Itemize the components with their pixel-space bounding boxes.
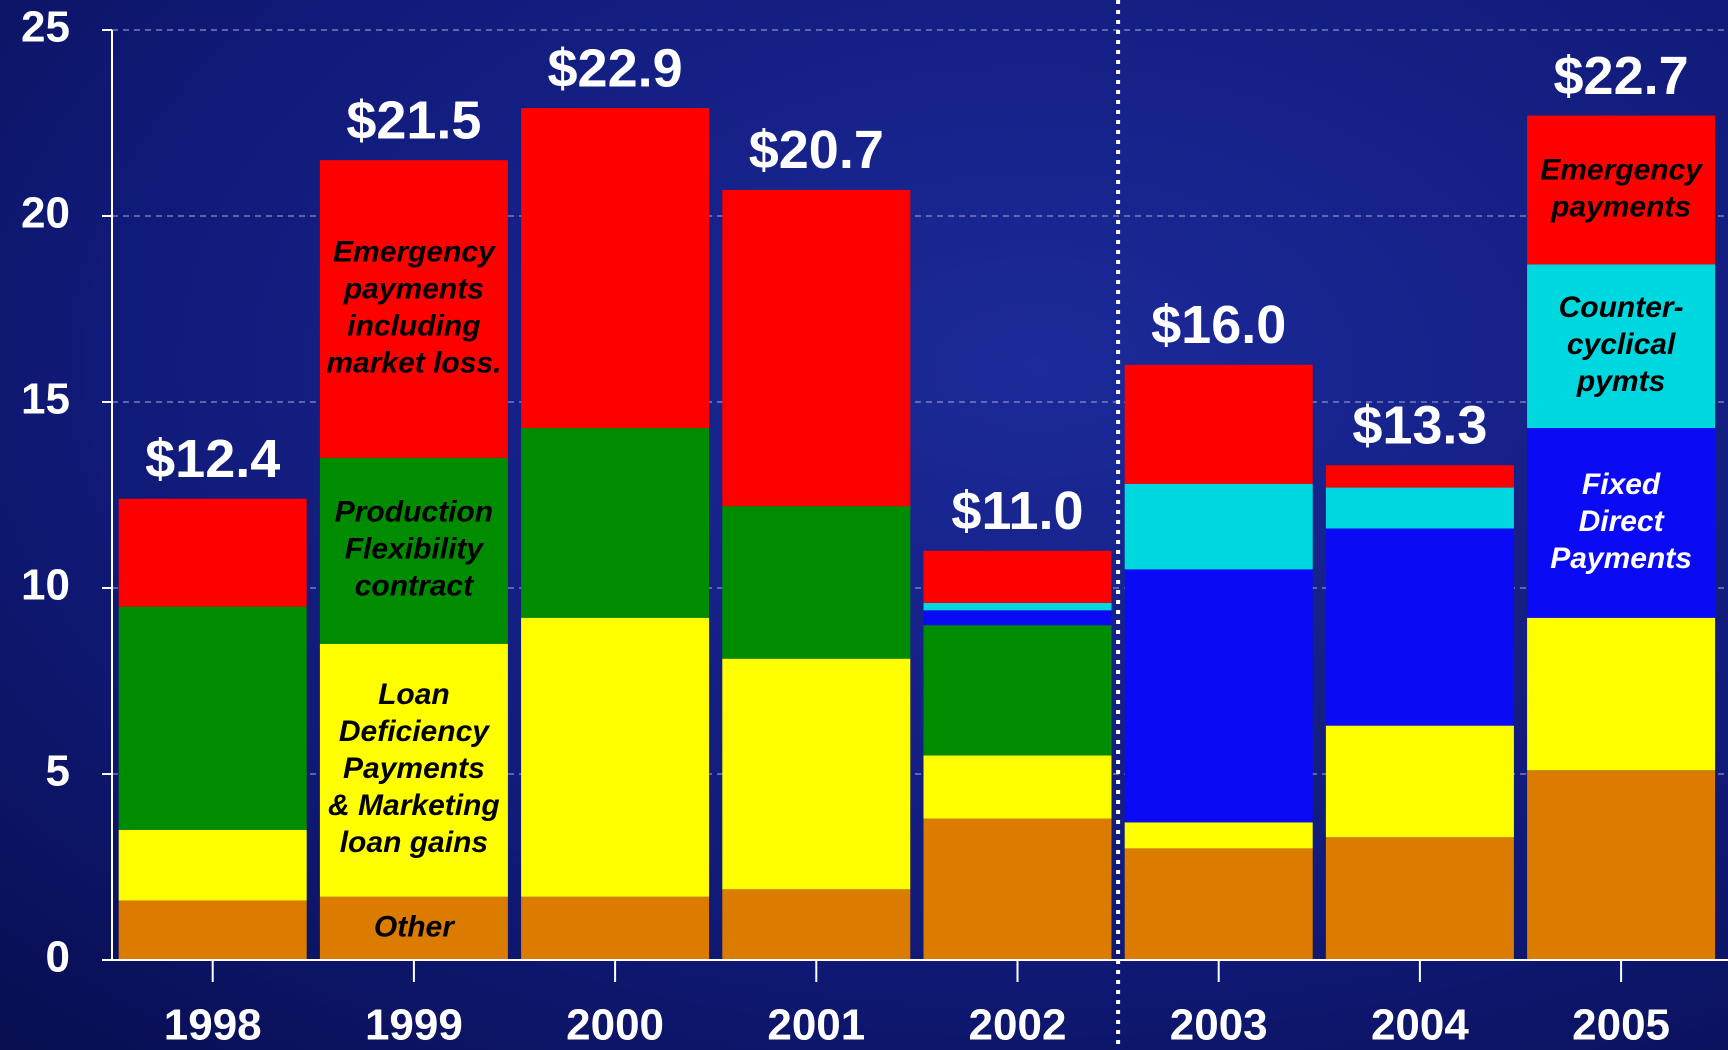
bar-segment [1527, 770, 1716, 960]
bar-segment [1527, 264, 1716, 429]
total-label: $21.5 [346, 90, 481, 150]
bar-segment [118, 900, 307, 960]
segment-label: payments [1550, 190, 1691, 223]
x-tick-label: 1999 [365, 1001, 463, 1050]
y-tick-label: 15 [21, 375, 70, 424]
bar-segment [923, 610, 1112, 626]
bar-segment [1527, 617, 1716, 771]
bar-segment [1527, 428, 1716, 618]
bar-segment [319, 457, 508, 644]
x-tick-label: 1998 [164, 1001, 262, 1050]
bar-segment [319, 896, 508, 960]
bar-segment [1325, 837, 1514, 960]
bar-segment [722, 889, 911, 960]
total-label: $22.9 [548, 38, 683, 98]
total-label: $22.7 [1554, 46, 1689, 106]
segment-label: payments [343, 272, 484, 305]
bar-segment [923, 818, 1112, 960]
bar-segment [521, 108, 710, 429]
bar-segment [1325, 528, 1514, 726]
bar-segment [1325, 465, 1514, 488]
bar-segment [1527, 115, 1716, 265]
segment-label: Loan [378, 678, 450, 711]
bar-segment [118, 498, 307, 607]
total-label: $12.4 [145, 429, 280, 489]
bar-segment [1124, 483, 1313, 570]
x-tick-label: 2003 [1170, 1001, 1268, 1050]
bar-segment [1325, 487, 1514, 529]
segment-label: Payments [343, 752, 485, 785]
total-label: $13.3 [1352, 396, 1487, 456]
segment-label: Production [335, 496, 493, 529]
bar-segment [1124, 569, 1313, 823]
total-label: $20.7 [749, 120, 884, 180]
bar-segment [1124, 364, 1313, 484]
segment-label: Deficiency [339, 715, 490, 748]
x-tick-label: 2000 [566, 1001, 664, 1050]
segment-label: & Marketing [328, 789, 500, 822]
segment-label: Other [374, 910, 456, 943]
bar-segment [521, 896, 710, 960]
y-tick-label: 0 [46, 933, 70, 982]
segment-label: Emergency [1540, 153, 1703, 186]
y-tick-label: 10 [21, 561, 70, 610]
x-tick-label: 2001 [767, 1001, 865, 1050]
bar-segment [1124, 848, 1313, 960]
bar-segment [118, 829, 307, 901]
segment-label: Fixed [1582, 468, 1661, 501]
bar-segment [722, 189, 911, 507]
segment-label: Flexibility [345, 533, 485, 566]
x-tick-label: 2004 [1371, 1001, 1469, 1050]
segment-label: cyclical [1567, 328, 1676, 361]
bar-segment [521, 428, 710, 618]
bar-segment [118, 606, 307, 830]
bar-segment [722, 506, 911, 659]
bar-segment [319, 160, 508, 458]
segment-label: Payments [1550, 542, 1692, 575]
y-tick-label: 5 [46, 747, 70, 796]
bar-segment [319, 643, 508, 897]
y-tick-label: 20 [21, 189, 70, 238]
segment-label: loan gains [340, 826, 488, 859]
y-tick-label: 25 [21, 3, 70, 52]
x-tick-label: 2002 [969, 1001, 1067, 1050]
bar-segment [923, 625, 1112, 756]
total-label: $16.0 [1151, 295, 1286, 355]
total-label: $11.0 [951, 481, 1083, 541]
x-tick-label: 2005 [1572, 1001, 1670, 1050]
bar-segment [923, 602, 1112, 611]
bar-segment [722, 658, 911, 890]
segment-label: including [347, 309, 480, 342]
segment-label: Direct [1579, 505, 1666, 538]
segment-label: market loss. [326, 346, 501, 379]
bar-segment [923, 550, 1112, 603]
bar-segment [1124, 822, 1313, 849]
bar-segment [1325, 725, 1514, 838]
bar-segment [923, 755, 1112, 819]
segment-label: pymts [1576, 365, 1665, 398]
segment-label: contract [355, 570, 475, 603]
segment-label: Emergency [333, 235, 496, 268]
bar-segment [521, 617, 710, 897]
segment-label: Counter- [1559, 291, 1684, 324]
